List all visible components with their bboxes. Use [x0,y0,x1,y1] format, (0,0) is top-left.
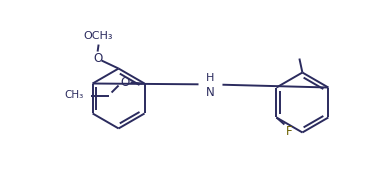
Text: OCH₃: OCH₃ [84,31,113,40]
Text: O: O [120,76,129,89]
Text: CH₃: CH₃ [65,90,84,100]
Text: H: H [206,73,215,83]
Text: O: O [93,52,102,65]
Text: N: N [206,86,215,99]
Text: F: F [286,125,293,138]
